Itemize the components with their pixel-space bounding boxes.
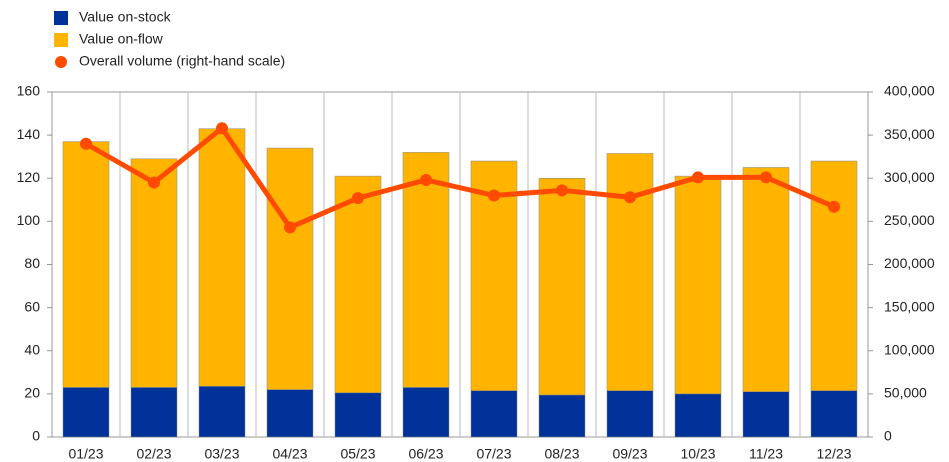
x-tick-label: 11/23 (749, 446, 783, 462)
line-point (80, 137, 92, 150)
line-point (420, 173, 432, 186)
y2-tick-label: 400,000 (884, 83, 935, 99)
line-point (760, 171, 772, 184)
x-tick-label: 07/23 (476, 446, 511, 462)
line-point (148, 176, 160, 189)
y2-tick-label: 100,000 (884, 341, 935, 357)
y2-tick-label: 0 (884, 428, 892, 444)
line (84, 125, 835, 230)
bar (334, 392, 382, 438)
line-point (624, 191, 636, 204)
x-tick-label: 08/23 (544, 446, 579, 462)
x-tick-label: 06/23 (408, 446, 443, 462)
bar (674, 393, 722, 438)
line-point (692, 171, 704, 184)
x-tick-label: 12/23 (816, 446, 851, 462)
bar (742, 391, 790, 438)
y2-tick-label: 250,000 (884, 212, 935, 228)
bar (538, 394, 586, 438)
y-tick-label: 140 (17, 126, 41, 142)
legend-label: Value on-stock (79, 9, 172, 25)
legend-marker (55, 56, 67, 68)
legend-label: Overall volume (right-hand scale) (79, 53, 285, 69)
bar (606, 390, 654, 438)
bar (62, 141, 110, 388)
bar (198, 128, 246, 387)
y-tick-label: 160 (17, 83, 41, 99)
x-tick-label: 04/23 (272, 446, 307, 462)
y-tick-label: 120 (17, 169, 41, 185)
legend-marker (54, 33, 68, 47)
x-tick-label: 05/23 (340, 446, 375, 462)
bar (130, 387, 178, 438)
y-tick-label: 20 (24, 385, 40, 401)
bar (198, 386, 246, 438)
legend-label: Value on-flow (79, 31, 164, 47)
bar (402, 387, 450, 438)
bar (674, 175, 722, 395)
bar (334, 175, 382, 394)
y-tick-label: 40 (24, 341, 40, 357)
y2-tick-label: 200,000 (884, 255, 935, 271)
bar (62, 387, 110, 438)
x-tick-label: 09/23 (612, 446, 647, 462)
x-tick-label: 02/23 (136, 446, 171, 462)
line-point (488, 189, 500, 202)
line-point (556, 184, 568, 197)
y2-tick-label: 350,000 (884, 126, 935, 142)
bar (742, 167, 790, 392)
bar (538, 178, 586, 396)
x-tick-label: 10/23 (680, 446, 715, 462)
bar (130, 158, 178, 388)
bar (470, 390, 518, 438)
x-tick-label: 03/23 (204, 446, 239, 462)
bar (266, 147, 314, 390)
y-tick-label: 60 (24, 298, 40, 314)
x-tick-label: 01/23 (68, 446, 103, 462)
y-tick-label: 80 (24, 255, 40, 271)
y2-tick-label: 150,000 (884, 298, 935, 314)
bar (606, 153, 654, 391)
line-point (216, 122, 228, 135)
bar (810, 160, 858, 391)
line-point (284, 221, 296, 234)
legend-marker (54, 11, 68, 25)
bar (810, 390, 858, 438)
line-point (352, 192, 364, 205)
line-point (828, 200, 840, 213)
y-tick-label: 0 (32, 428, 40, 444)
bar (266, 389, 314, 438)
y2-tick-label: 300,000 (884, 169, 935, 185)
bar (402, 152, 450, 388)
y-tick-label: 100 (17, 212, 41, 228)
y2-tick-label: 50,000 (884, 385, 927, 401)
